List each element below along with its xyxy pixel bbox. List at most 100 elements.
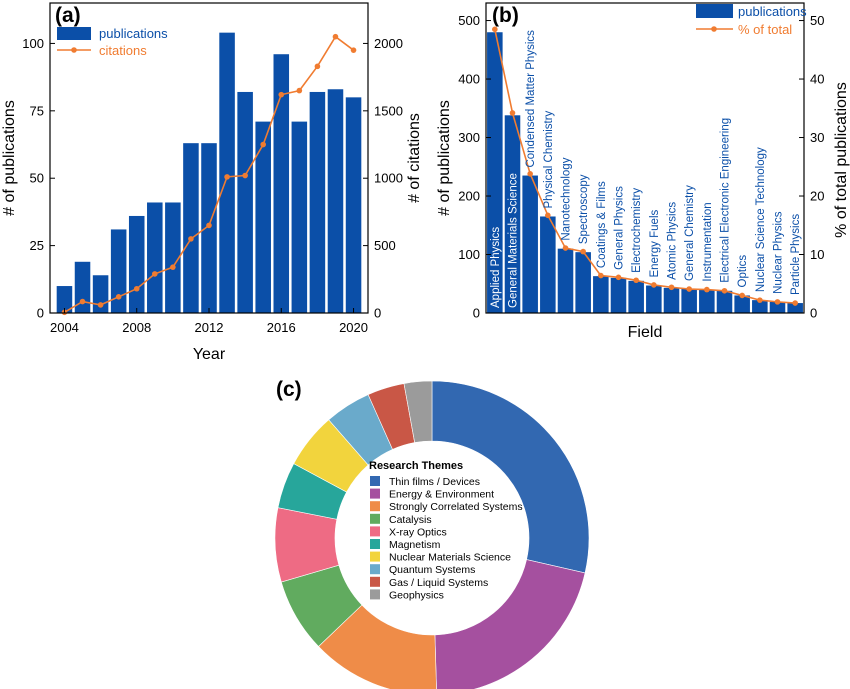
y-tick-label-400: 400	[458, 72, 480, 87]
percent-point-14	[739, 292, 745, 299]
bar-17	[787, 303, 803, 313]
bar-15	[752, 300, 768, 313]
bar-2004	[56, 286, 73, 313]
y2-tick-label-30: 30	[810, 130, 824, 145]
x-tick-label-2020: 2020	[339, 320, 368, 335]
donut-slice-9	[403, 380, 433, 443]
percent-point-0	[492, 26, 498, 33]
bar-13	[716, 290, 733, 313]
percent-point-11	[686, 286, 692, 292]
panel-a-legend-marker	[71, 47, 77, 53]
category-label-9: Energy Fuels	[649, 210, 661, 278]
bar-3	[540, 216, 556, 313]
panel-a-legend-citations: citations	[99, 43, 147, 58]
category-label-3: Physical Chemistry	[543, 110, 555, 208]
citation-point-2018	[314, 63, 321, 70]
panel-b-axes: 0 100 200 300 400 500 0 10 20 30 40 50	[458, 13, 824, 320]
category-label-5: Spectroscopy	[578, 174, 590, 244]
citation-point-2016	[278, 91, 285, 98]
percent-point-9	[651, 282, 657, 288]
bar-0	[487, 32, 503, 314]
donut-slice-1	[434, 559, 586, 689]
percent-point-7	[615, 274, 622, 281]
citation-point-2008	[133, 285, 140, 292]
y2-tick-label-0: 0	[810, 306, 817, 321]
bar-2018	[309, 91, 326, 314]
panel-b-x-axis-title: Field	[628, 324, 663, 341]
category-label-11: General Chemistry	[684, 185, 696, 281]
panel-a-legend-bar-swatch	[57, 27, 91, 40]
y-tick-label-100: 100	[22, 36, 44, 51]
citation-point-2012	[206, 222, 212, 229]
y-tick-label-25: 25	[30, 238, 44, 253]
y-tick-label-100: 100	[458, 247, 480, 262]
percent-point-16	[774, 299, 781, 305]
bar-8	[628, 280, 644, 313]
citation-point-2011	[188, 236, 194, 242]
panel-c-label: (c)	[276, 378, 302, 401]
percent-line	[494, 29, 796, 304]
citation-point-2015	[260, 141, 267, 148]
panel-b-legend-marker	[711, 26, 717, 32]
bar-2011	[183, 143, 199, 313]
legend-label-6: Nuclear Materials Science	[389, 552, 511, 564]
panel-c-legend-title: Research Themes	[369, 460, 463, 472]
y-tick-label-0: 0	[473, 306, 480, 321]
panel-c: (c) Research Themes Thin films / Devices…	[274, 378, 590, 689]
panel-b-y-axis-title: # of publications	[436, 100, 453, 216]
panel-b-legend-bar-swatch	[696, 4, 733, 18]
panel-b-percent-line	[492, 26, 798, 306]
legend-swatch-8	[370, 576, 380, 587]
y2-tick-label-0: 0	[374, 306, 381, 321]
y-tick-label-200: 200	[458, 189, 480, 204]
y-tick-label-300: 300	[458, 130, 480, 145]
legend-swatch-0	[370, 476, 380, 486]
legend-label-5: Magnetism	[389, 539, 441, 551]
percent-point-12	[704, 286, 710, 293]
legend-label-8: Gas / Liquid Systems	[389, 577, 488, 589]
panel-a-bars	[56, 32, 362, 314]
bar-5	[575, 252, 591, 313]
y2-tick-label-2000: 2000	[374, 36, 403, 51]
y2-tick-label-50: 50	[810, 13, 824, 28]
legend-swatch-4	[370, 526, 380, 537]
legend-swatch-5	[370, 539, 380, 549]
panel-b: 0 100 200 300 400 500 0 10 20 30 40 50 Applied Phys…	[436, 2, 850, 341]
x-tick-label-2008: 2008	[122, 320, 151, 335]
bar-4	[557, 248, 574, 313]
legend-label-2: Strongly Correlated Systems	[389, 501, 523, 513]
bar-6	[593, 276, 609, 313]
legend-label-7: Quantum Systems	[389, 564, 475, 576]
citation-point-2009	[151, 271, 158, 277]
x-tick-label-2016: 2016	[267, 320, 296, 335]
panel-a-legend-publications: publications	[99, 26, 168, 41]
bar-2008	[128, 215, 145, 313]
percent-point-4	[562, 245, 569, 251]
panel-a-y2-axis-title: # of citations	[406, 113, 423, 203]
citation-point-2020	[350, 47, 357, 53]
panel-c-donut	[274, 380, 590, 689]
panel-b-category-labels: Applied Physics General Materials Science…	[490, 30, 802, 308]
legend-label-4: X-ray Optics	[389, 526, 447, 538]
category-label-14: Optics	[737, 255, 749, 288]
legend-label-9: Geophysics	[389, 589, 444, 601]
category-label-6: Coatings & Films	[596, 181, 608, 268]
percent-point-2	[527, 170, 533, 177]
panel-a-axes: 2004 2008 2012 2016 202002550751000500100015…	[22, 36, 403, 335]
bar-2016	[273, 54, 290, 313]
donut-slice-0	[431, 380, 590, 574]
bar-12	[699, 289, 715, 313]
x-tick-label-2012: 2012	[195, 320, 224, 335]
citation-point-2017	[296, 87, 303, 94]
percent-point-1	[509, 110, 516, 116]
bar-1	[504, 115, 521, 314]
percent-point-6	[598, 272, 604, 279]
category-label-16: Nuclear Physics	[773, 211, 785, 294]
citation-point-2005	[79, 298, 86, 305]
bar-2014	[237, 91, 253, 314]
category-label-7: General Physics	[614, 186, 626, 270]
bar-7	[610, 277, 627, 313]
